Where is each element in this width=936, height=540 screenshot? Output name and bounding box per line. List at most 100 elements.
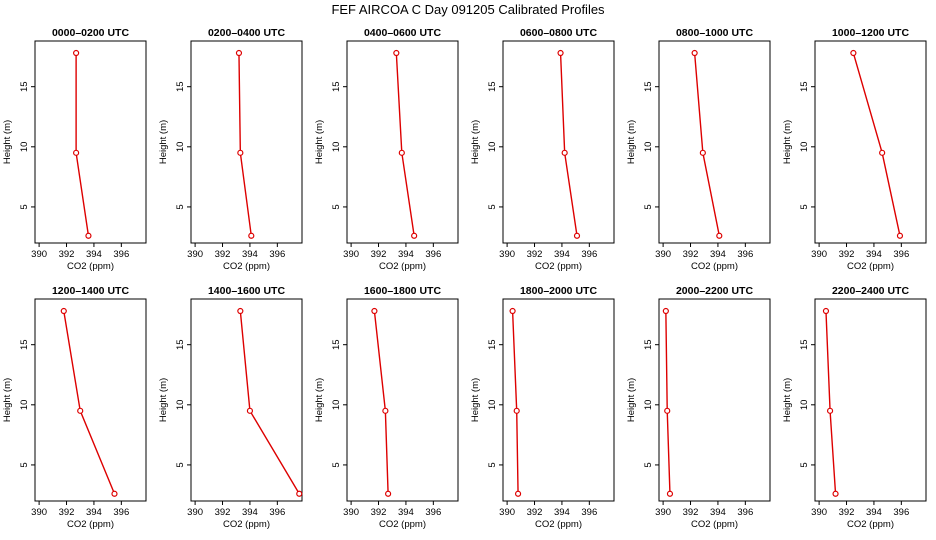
data-point [393,49,400,57]
y-tick-label: 10 [487,142,498,153]
y-tick-label: 5 [643,462,654,467]
y-tick-label: 10 [799,142,810,153]
panel-title: 2200–2400 UTC [832,285,909,297]
plot-frame [190,298,303,502]
data-point [666,490,674,497]
profile-line [239,310,300,495]
y-axis-label: Height (m) [626,378,637,422]
y-tick-label: 10 [19,400,30,411]
x-tick-label: 390 [343,249,359,260]
x-tick-label: 390 [655,249,671,260]
y-axis-label: Height (m) [2,120,13,164]
x-tick-label: 394 [554,507,570,518]
x-tick-label: 396 [581,249,597,260]
x-axis-label: CO2 (ppm) [535,261,582,272]
x-tick-label: 392 [839,507,855,518]
x-tick-label: 392 [215,507,231,518]
data-point [826,407,834,414]
data-point [235,49,243,57]
x-tick-label: 390 [499,507,515,518]
data-point [371,307,378,315]
y-axis-label: Height (m) [314,378,325,422]
y-tick-label: 15 [19,339,30,350]
y-tick-label: 10 [331,142,342,153]
data-point [73,49,80,57]
x-tick-label: 394 [86,249,102,260]
panel-title: 1600–1800 UTC [364,285,441,297]
x-tick-label: 394 [242,249,258,260]
x-tick-label: 396 [269,249,285,260]
data-point [77,407,84,414]
plot-frame [814,298,927,502]
y-axis-label: Height (m) [782,120,793,164]
y-tick-label: 5 [799,204,810,209]
data-point [662,307,669,315]
data-point [513,407,520,414]
data-point [246,407,254,414]
plot-frame [34,298,147,502]
x-axis-label: CO2 (ppm) [379,261,426,272]
y-tick-label: 15 [799,339,810,350]
data-point [561,149,568,156]
y-axis-label: Height (m) [470,120,481,164]
panel-title: 0800–1000 UTC [676,27,753,39]
y-tick-label: 10 [487,400,498,411]
profile-line [373,310,389,494]
x-tick-label: 390 [655,507,671,518]
x-tick-label: 392 [215,249,231,260]
plot-frame [658,40,771,244]
x-tick-label: 392 [527,507,543,518]
x-tick-label: 394 [398,249,414,260]
y-tick-label: 15 [331,81,342,92]
y-tick-label: 15 [175,339,186,350]
y-tick-label: 5 [175,204,186,209]
data-point [73,149,80,156]
data-point [237,307,244,315]
profile-line [693,52,720,236]
x-tick-label: 396 [893,507,909,518]
data-point [111,490,118,497]
data-point [850,49,857,57]
x-tick-label: 392 [527,249,543,260]
data-point [248,232,255,239]
y-tick-label: 5 [331,462,342,467]
panel-title: 1200–1400 UTC [52,285,129,297]
y-axis-label: Height (m) [2,378,13,422]
plot-frame [34,40,147,244]
x-axis-label: CO2 (ppm) [67,261,114,272]
y-tick-label: 5 [799,462,810,467]
y-tick-label: 10 [331,400,342,411]
y-tick-label: 5 [19,204,30,209]
plot-frame [814,40,927,244]
x-tick-label: 390 [343,507,359,518]
profile-line [395,52,415,236]
plot-frame [190,40,303,244]
figure-title: FEF AIRCOA C Day 091205 Calibrated Profi… [331,2,605,17]
x-tick-label: 394 [554,249,570,260]
y-axis-label: Height (m) [158,120,169,164]
x-axis-label: CO2 (ppm) [223,519,270,530]
panel-title: 0400–0600 UTC [364,27,441,39]
data-point [60,307,67,315]
x-axis-label: CO2 (ppm) [847,519,894,530]
y-tick-label: 15 [799,81,810,92]
profile-line [63,310,116,495]
x-tick-label: 390 [499,249,515,260]
profile-line [511,310,519,494]
panel-title: 0000–0200 UTC [52,27,129,39]
data-point [691,49,698,57]
y-tick-label: 15 [331,339,342,350]
plot-frame [658,298,771,502]
x-tick-label: 396 [737,507,753,518]
x-tick-label: 392 [839,249,855,260]
y-tick-label: 15 [643,81,654,92]
y-tick-label: 15 [19,81,30,92]
x-tick-label: 394 [866,249,882,260]
data-point [832,490,839,497]
